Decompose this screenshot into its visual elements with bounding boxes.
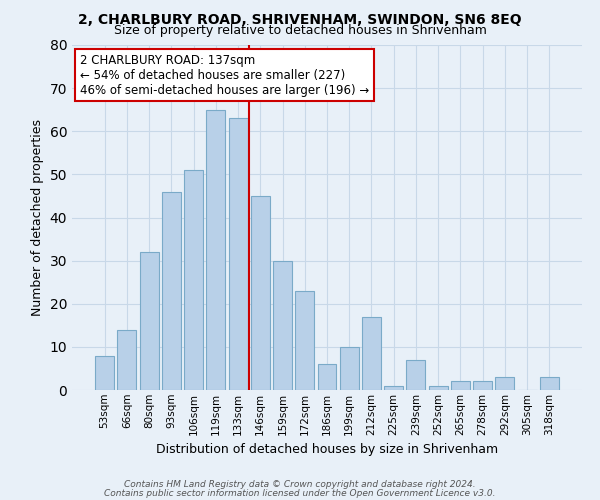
Bar xyxy=(273,260,292,390)
Bar xyxy=(140,252,158,390)
X-axis label: Distribution of detached houses by size in Shrivenham: Distribution of detached houses by size … xyxy=(156,443,498,456)
Bar xyxy=(251,196,270,390)
Bar xyxy=(384,386,403,390)
Bar xyxy=(451,382,470,390)
Bar xyxy=(184,170,203,390)
Bar xyxy=(362,316,381,390)
Text: Size of property relative to detached houses in Shrivenham: Size of property relative to detached ho… xyxy=(113,24,487,37)
Bar xyxy=(162,192,181,390)
Text: 2, CHARLBURY ROAD, SHRIVENHAM, SWINDON, SN6 8EQ: 2, CHARLBURY ROAD, SHRIVENHAM, SWINDON, … xyxy=(78,12,522,26)
Text: Contains public sector information licensed under the Open Government Licence v3: Contains public sector information licen… xyxy=(104,489,496,498)
Bar xyxy=(229,118,248,390)
Bar xyxy=(540,377,559,390)
Bar xyxy=(317,364,337,390)
Y-axis label: Number of detached properties: Number of detached properties xyxy=(31,119,44,316)
Bar xyxy=(406,360,425,390)
Bar xyxy=(340,347,359,390)
Bar xyxy=(118,330,136,390)
Bar xyxy=(473,382,492,390)
Bar xyxy=(429,386,448,390)
Bar xyxy=(206,110,225,390)
Bar xyxy=(496,377,514,390)
Bar xyxy=(295,291,314,390)
Bar xyxy=(95,356,114,390)
Text: Contains HM Land Registry data © Crown copyright and database right 2024.: Contains HM Land Registry data © Crown c… xyxy=(124,480,476,489)
Text: 2 CHARLBURY ROAD: 137sqm
← 54% of detached houses are smaller (227)
46% of semi-: 2 CHARLBURY ROAD: 137sqm ← 54% of detach… xyxy=(80,54,369,96)
